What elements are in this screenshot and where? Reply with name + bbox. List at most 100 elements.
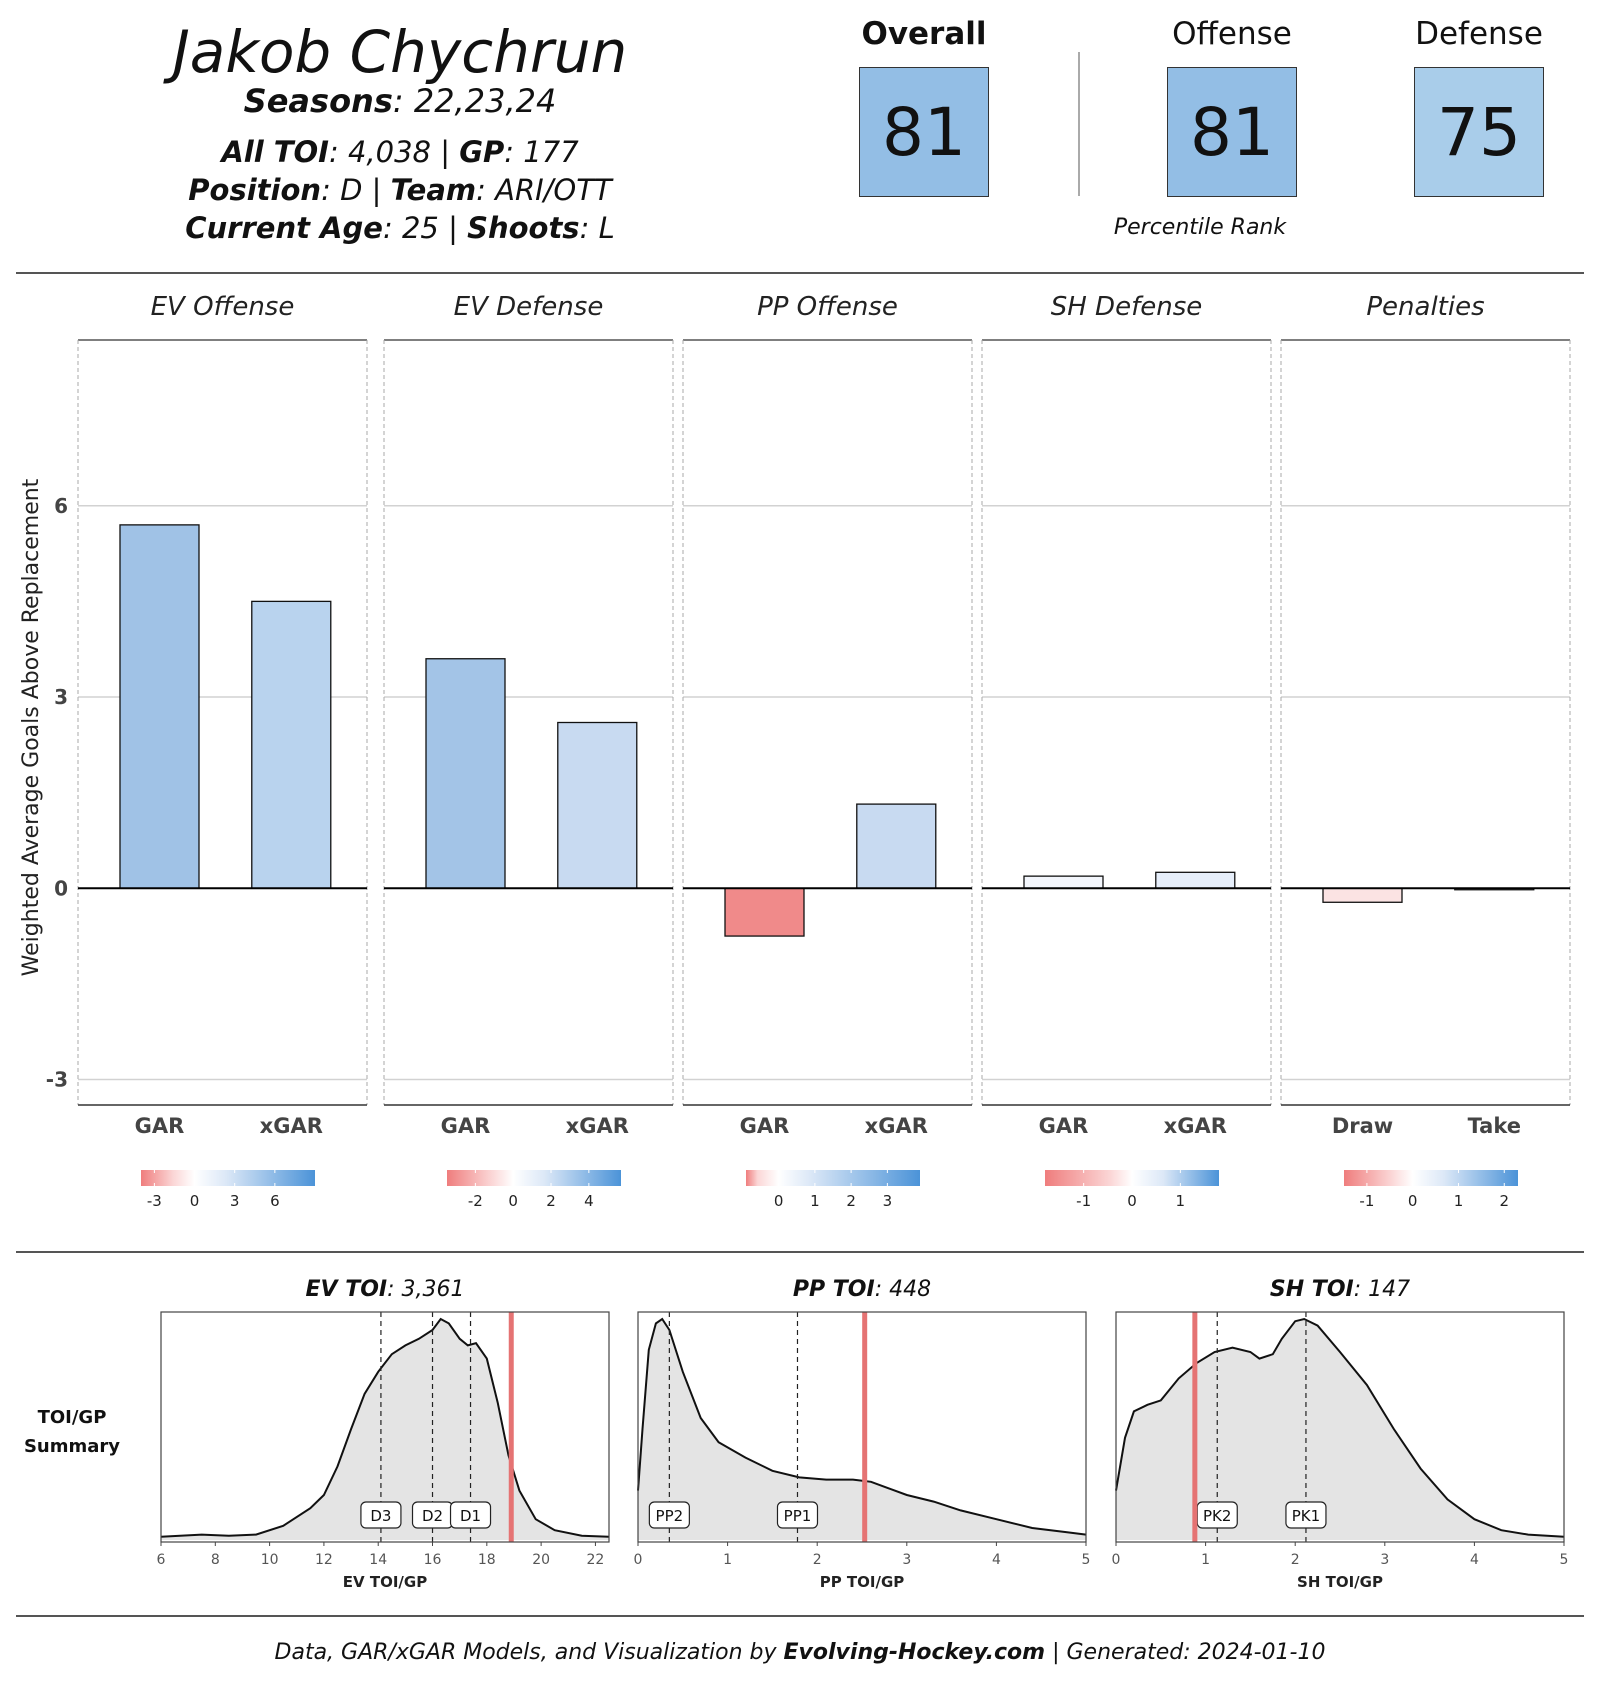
toi-density-line (1115, 1317, 1565, 1538)
toi-ref-badge-pk1 (1285, 1501, 1327, 1529)
gar-bar-draw (1322, 887, 1403, 903)
toi-title-label: EV TOI (306, 1277, 388, 1302)
toi-ref-label-pp1: PP1 (784, 1507, 812, 1525)
gar-panel-title: EV Offense (151, 292, 295, 322)
overall-label: Overall (861, 16, 987, 52)
gar-colorbar-label: 6 (270, 1192, 280, 1210)
separator: | (371, 173, 382, 207)
team-label: Team (390, 173, 477, 207)
gar-colorbar-label: -2 (468, 1192, 483, 1210)
gar-colorbar-label: 1 (810, 1192, 820, 1210)
offense-label: Offense (1172, 16, 1292, 52)
toi-x-axis-label: PP TOI/GP (820, 1573, 905, 1591)
gar-colorbar-label: 0 (774, 1192, 784, 1210)
toi-ref-label-d3: D3 (370, 1507, 391, 1525)
gar-panel-pp-offense: PP Offense GAR xGAR 0 1 2 3 (682, 292, 973, 1210)
gar-x-tick-label: GAR (740, 1114, 790, 1138)
mid-divider (16, 1251, 1584, 1253)
toi-ref-label-pk1: PK1 (1292, 1507, 1320, 1525)
toi-x-tick-label: 20 (532, 1552, 550, 1568)
gar-x-tick-label: xGAR (566, 1114, 629, 1138)
offense-score-box: 81 (1167, 67, 1297, 197)
toi-ref-badge-d1 (449, 1501, 492, 1529)
toi-title-value: : 147 (1354, 1277, 1410, 1302)
toi-panel-sh-toi: SH TOI: 147 PK2 PK1 0 1 2 3 4 5 SH TOI/GP (1112, 1277, 1569, 1591)
gar-bar-gar (119, 524, 200, 889)
gar-panel-ev-defense: EV Defense GAR xGAR -2 0 2 4 (383, 292, 674, 1210)
gar-x-tick-label: GAR (135, 1114, 185, 1138)
gar-colorbar (1344, 1170, 1518, 1186)
toi-ref-label-pp2: PP2 (656, 1507, 684, 1525)
toi-x-tick-label: 18 (478, 1552, 496, 1568)
toi-x-tick-label: 1 (1201, 1552, 1210, 1568)
toi-x-tick-label: 5 (1560, 1552, 1569, 1568)
toi-x-tick-label: 4 (1470, 1552, 1479, 1568)
position-value: D (340, 173, 363, 207)
gar-y-ticks: -3 0 3 6 (46, 494, 68, 1092)
gar-x-tick-label: xGAR (260, 1114, 323, 1138)
toi-panel-frame (637, 1311, 1087, 1543)
toi-x-axis-label: EV TOI/GP (343, 1573, 427, 1591)
toi-x-tick-label: 3 (1380, 1552, 1389, 1568)
gar-colorbar (1045, 1170, 1219, 1186)
toi-ref-label-d2: D2 (422, 1507, 443, 1525)
toi-density-area (1116, 1319, 1564, 1540)
toi-density-area (638, 1319, 1086, 1540)
toi-ref-badge-d3 (360, 1501, 402, 1529)
gar-bar-gar (425, 658, 506, 889)
toi-x-tick-label: 0 (1112, 1552, 1121, 1568)
toi-summary-label: TOI/GP Summary (22, 1403, 122, 1461)
gar-y-tick-label: 6 (54, 494, 68, 518)
gar-colorbar-label: 0 (1127, 1192, 1137, 1210)
toi-x-tick-label: 12 (315, 1552, 333, 1568)
gar-colorbar-label: 2 (846, 1192, 856, 1210)
toi-ref-badge-pp2 (648, 1501, 690, 1529)
toi-density-line (637, 1317, 1087, 1536)
toi-x-tick-label: 6 (157, 1552, 166, 1568)
ratings-divider (1078, 52, 1080, 196)
toi-x-tick-label: 16 (424, 1552, 442, 1568)
toi-title-value: : 448 (875, 1277, 931, 1302)
gar-colorbar-label: 3 (230, 1192, 240, 1210)
toi-x-tick-label: 22 (587, 1552, 605, 1568)
toi-panel-title: PP TOI: 448 (793, 1277, 931, 1302)
shoots-value: L (598, 211, 615, 245)
toi-title-label: SH TOI (1270, 1277, 1354, 1302)
overall-score-box: 81 (859, 67, 989, 197)
separator: | (448, 211, 458, 245)
gar-y-tick-label: 3 (54, 685, 68, 709)
toi-panel-frame (160, 1311, 610, 1543)
header-divider (16, 272, 1584, 274)
seasons-value: 22,23,24 (413, 82, 557, 120)
toi-ref-badge-pp1 (776, 1501, 819, 1529)
gar-colorbar-label: -1 (1076, 1192, 1091, 1210)
gar-colorbar-label: 1 (1176, 1192, 1186, 1210)
gar-y-tick-label: -3 (46, 1068, 68, 1092)
gar-x-tick-label: xGAR (1164, 1114, 1227, 1138)
gar-bar-xgar (1155, 871, 1236, 889)
all-toi-value: 4,038 (347, 135, 432, 169)
gar-x-tick-label: Take (1468, 1114, 1521, 1138)
position-label: Position (188, 173, 322, 207)
defense-label: Defense (1415, 16, 1543, 52)
toi-panel-frame (1115, 1311, 1565, 1543)
gar-x-tick-label: xGAR (865, 1114, 928, 1138)
footer-divider (16, 1615, 1584, 1617)
gar-panel-title: Penalties (1366, 292, 1484, 322)
position-team-line: Position: D | Team: ARI/OTT (188, 173, 612, 207)
toi-x-tick-label: 1 (723, 1552, 732, 1568)
gar-bar-xgar (251, 600, 332, 889)
toi-panel-pp-toi: PP TOI: 448 PP2 PP1 0 1 2 3 4 5 PP TOI/GP (634, 1277, 1091, 1591)
gar-colorbar-label: 3 (883, 1192, 893, 1210)
seasons-line: Seasons: 22,23,24 (243, 82, 557, 120)
gar-colorbar-label: 0 (508, 1192, 518, 1210)
gar-colorbar (141, 1170, 315, 1186)
toi-title-label: PP TOI (793, 1277, 875, 1302)
toi-x-tick-label: 2 (813, 1552, 822, 1568)
gar-x-tick-label: Draw (1332, 1114, 1393, 1138)
gar-panel-sh-defense: SH Defense GAR xGAR -1 0 1 (981, 292, 1272, 1210)
toi-x-axis-label: SH TOI/GP (1297, 1573, 1383, 1591)
gar-panel-title: SH Defense (1051, 292, 1203, 322)
gar-colorbar (447, 1170, 621, 1186)
